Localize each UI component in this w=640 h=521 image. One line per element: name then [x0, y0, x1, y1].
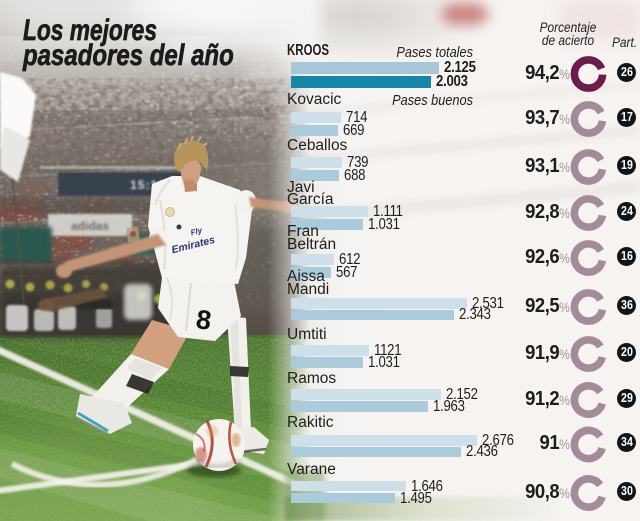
- svg-text:adidas: adidas: [71, 219, 109, 233]
- svg-text:8: 8: [194, 304, 213, 336]
- svg-text:Fly: Fly: [190, 226, 204, 238]
